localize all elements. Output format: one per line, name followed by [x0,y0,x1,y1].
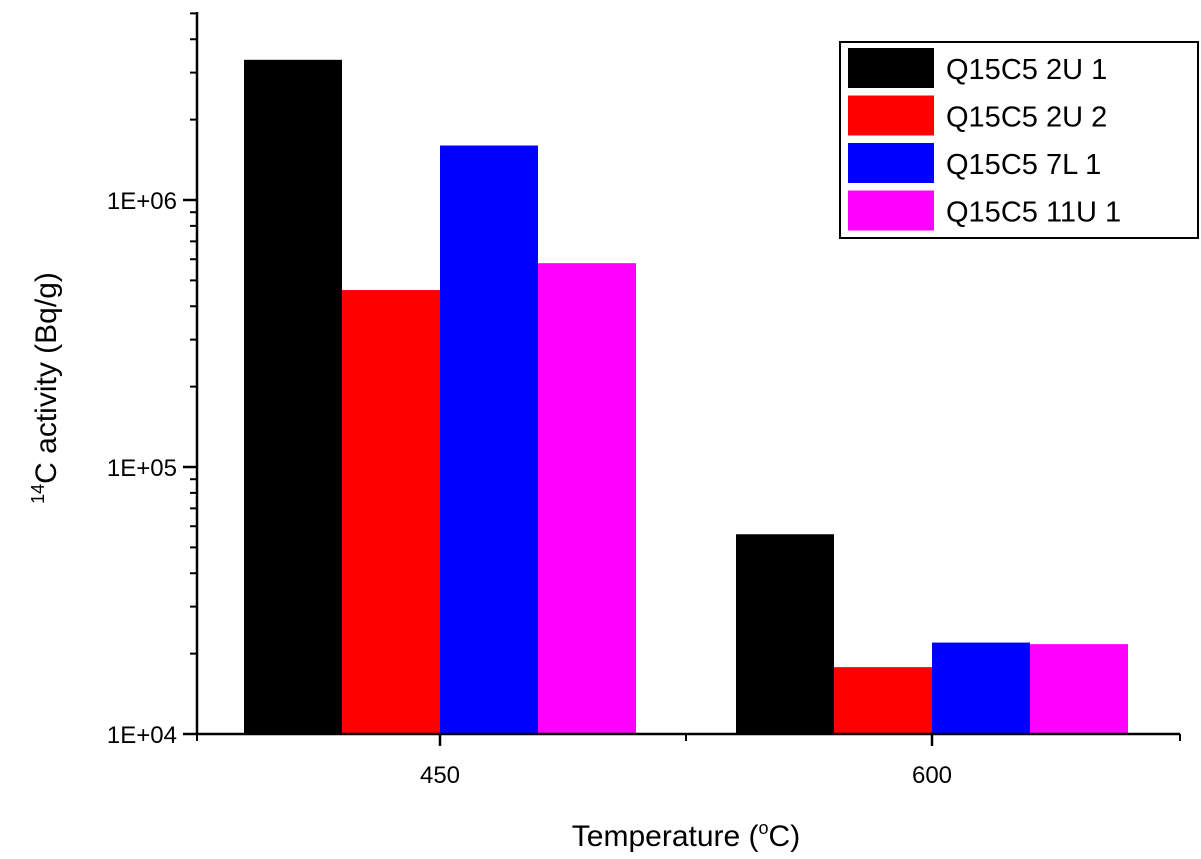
bar-450-series-3 [440,145,538,734]
x-axis-title: Temperature (oC) [572,818,800,853]
legend-label: Q15C5 2U 1 [946,54,1107,86]
legend-swatch [848,95,934,136]
x-tick-label: 450 [420,762,460,789]
bars-group [244,59,1128,734]
y-axis-title: 14C activity (Bq/g) [28,272,63,504]
legend-label: Q15C5 11U 1 [946,197,1121,229]
bar-600-series-2 [834,667,932,734]
bar-450-series-4 [538,263,636,734]
legend: Q15C5 2U 1 Q15C5 2U 2 Q15C5 7L 1 Q15C5 11U … [839,41,1199,239]
bar-600-series-1 [736,534,834,734]
x-axis-title-superscript: o [759,818,769,838]
y-axis-title-text: C activity (Bq/g) [30,272,63,484]
x-axis-title-text: Temperature ( [572,820,759,853]
y-ticks-group: 1E+04 1E+05 1E+06 [107,12,197,749]
x-axis-title-after: C) [769,820,801,853]
legend-swatch [848,48,934,88]
legend-label: Q15C5 2U 2 [946,102,1107,134]
legend-label: Q15C5 7L 1 [946,149,1101,181]
y-tick-label: 1E+05 [107,455,177,482]
x-tick-label: 600 [912,762,952,789]
y-tick-label: 1E+06 [107,188,177,215]
bar-600-series-4 [1030,644,1128,734]
x-ticks-group: 450 600 [196,734,1181,789]
legend-swatch [848,190,934,231]
bar-600-series-3 [932,642,1030,734]
bar-450-series-2 [342,290,440,734]
bar-450-series-1 [244,59,342,734]
y-tick-label: 1E+04 [107,722,177,749]
legend-swatch [848,143,934,183]
y-axis-title-superscript: 14 [28,484,48,504]
